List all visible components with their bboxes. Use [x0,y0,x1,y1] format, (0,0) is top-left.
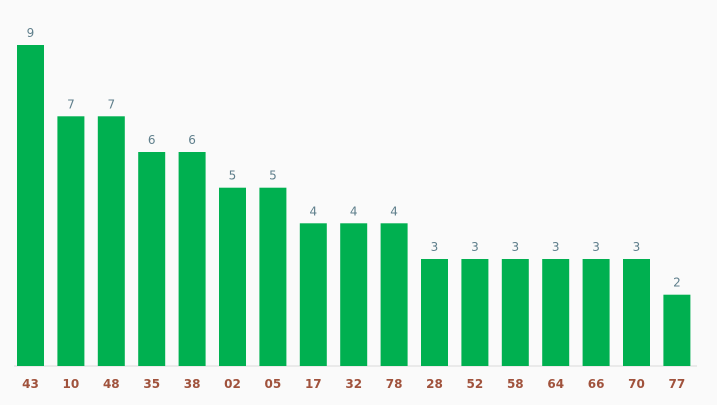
category-label-17: 17 [305,377,322,391]
value-label-70: 3 [633,240,641,254]
bar-02 [219,187,246,366]
category-label-38: 38 [184,377,201,391]
bar-32 [340,223,368,366]
value-label-43: 9 [27,26,35,40]
bar-64 [542,259,570,366]
category-label-70: 70 [628,377,645,391]
category-label-02: 02 [224,377,241,391]
category-label-66: 66 [588,377,605,391]
value-label-66: 3 [592,240,600,254]
value-label-02: 5 [229,169,237,183]
category-label-58: 58 [507,377,524,391]
bar-28 [421,259,448,366]
value-label-64: 3 [552,240,560,254]
category-label-64: 64 [547,377,564,391]
value-label-32: 4 [350,204,358,218]
category-label-10: 10 [63,377,80,391]
category-label-35: 35 [143,377,160,391]
category-label-05: 05 [265,377,282,391]
bar-43 [17,45,44,366]
category-label-48: 48 [103,377,120,391]
category-label-52: 52 [467,377,484,391]
bar-35 [138,152,166,366]
value-label-48: 7 [107,97,115,111]
value-labels-group: 9 7 7 6 6 5 5 4 4 4 3 3 3 3 3 3 2 [27,26,681,290]
value-label-58: 3 [511,240,519,254]
bar-66 [582,259,610,366]
value-label-17: 4 [309,204,317,218]
value-label-05: 5 [269,169,277,183]
category-label-77: 77 [669,377,686,391]
value-label-52: 3 [471,240,479,254]
bar-70 [623,259,650,366]
value-label-38: 6 [188,133,196,147]
value-label-78: 4 [390,204,398,218]
bar-77 [663,294,691,366]
category-label-32: 32 [345,377,362,391]
value-label-10: 7 [67,97,75,111]
bar-10 [57,116,85,366]
value-label-28: 3 [431,240,439,254]
value-label-35: 6 [148,133,156,147]
value-label-77: 2 [673,276,681,290]
category-label-28: 28 [426,377,443,391]
bars-group [17,45,691,366]
category-labels-group: 43 10 48 35 38 02 05 17 32 78 28 52 58 64 66 70 77 [22,377,685,391]
bar-48 [97,116,125,366]
category-label-78: 78 [386,377,403,391]
bar-58 [501,259,529,366]
bar-38 [178,152,206,366]
category-label-43: 43 [22,377,39,391]
bar-78 [380,223,408,366]
bar-52 [461,259,489,366]
bar-05 [259,187,287,366]
bar-17 [299,223,327,366]
